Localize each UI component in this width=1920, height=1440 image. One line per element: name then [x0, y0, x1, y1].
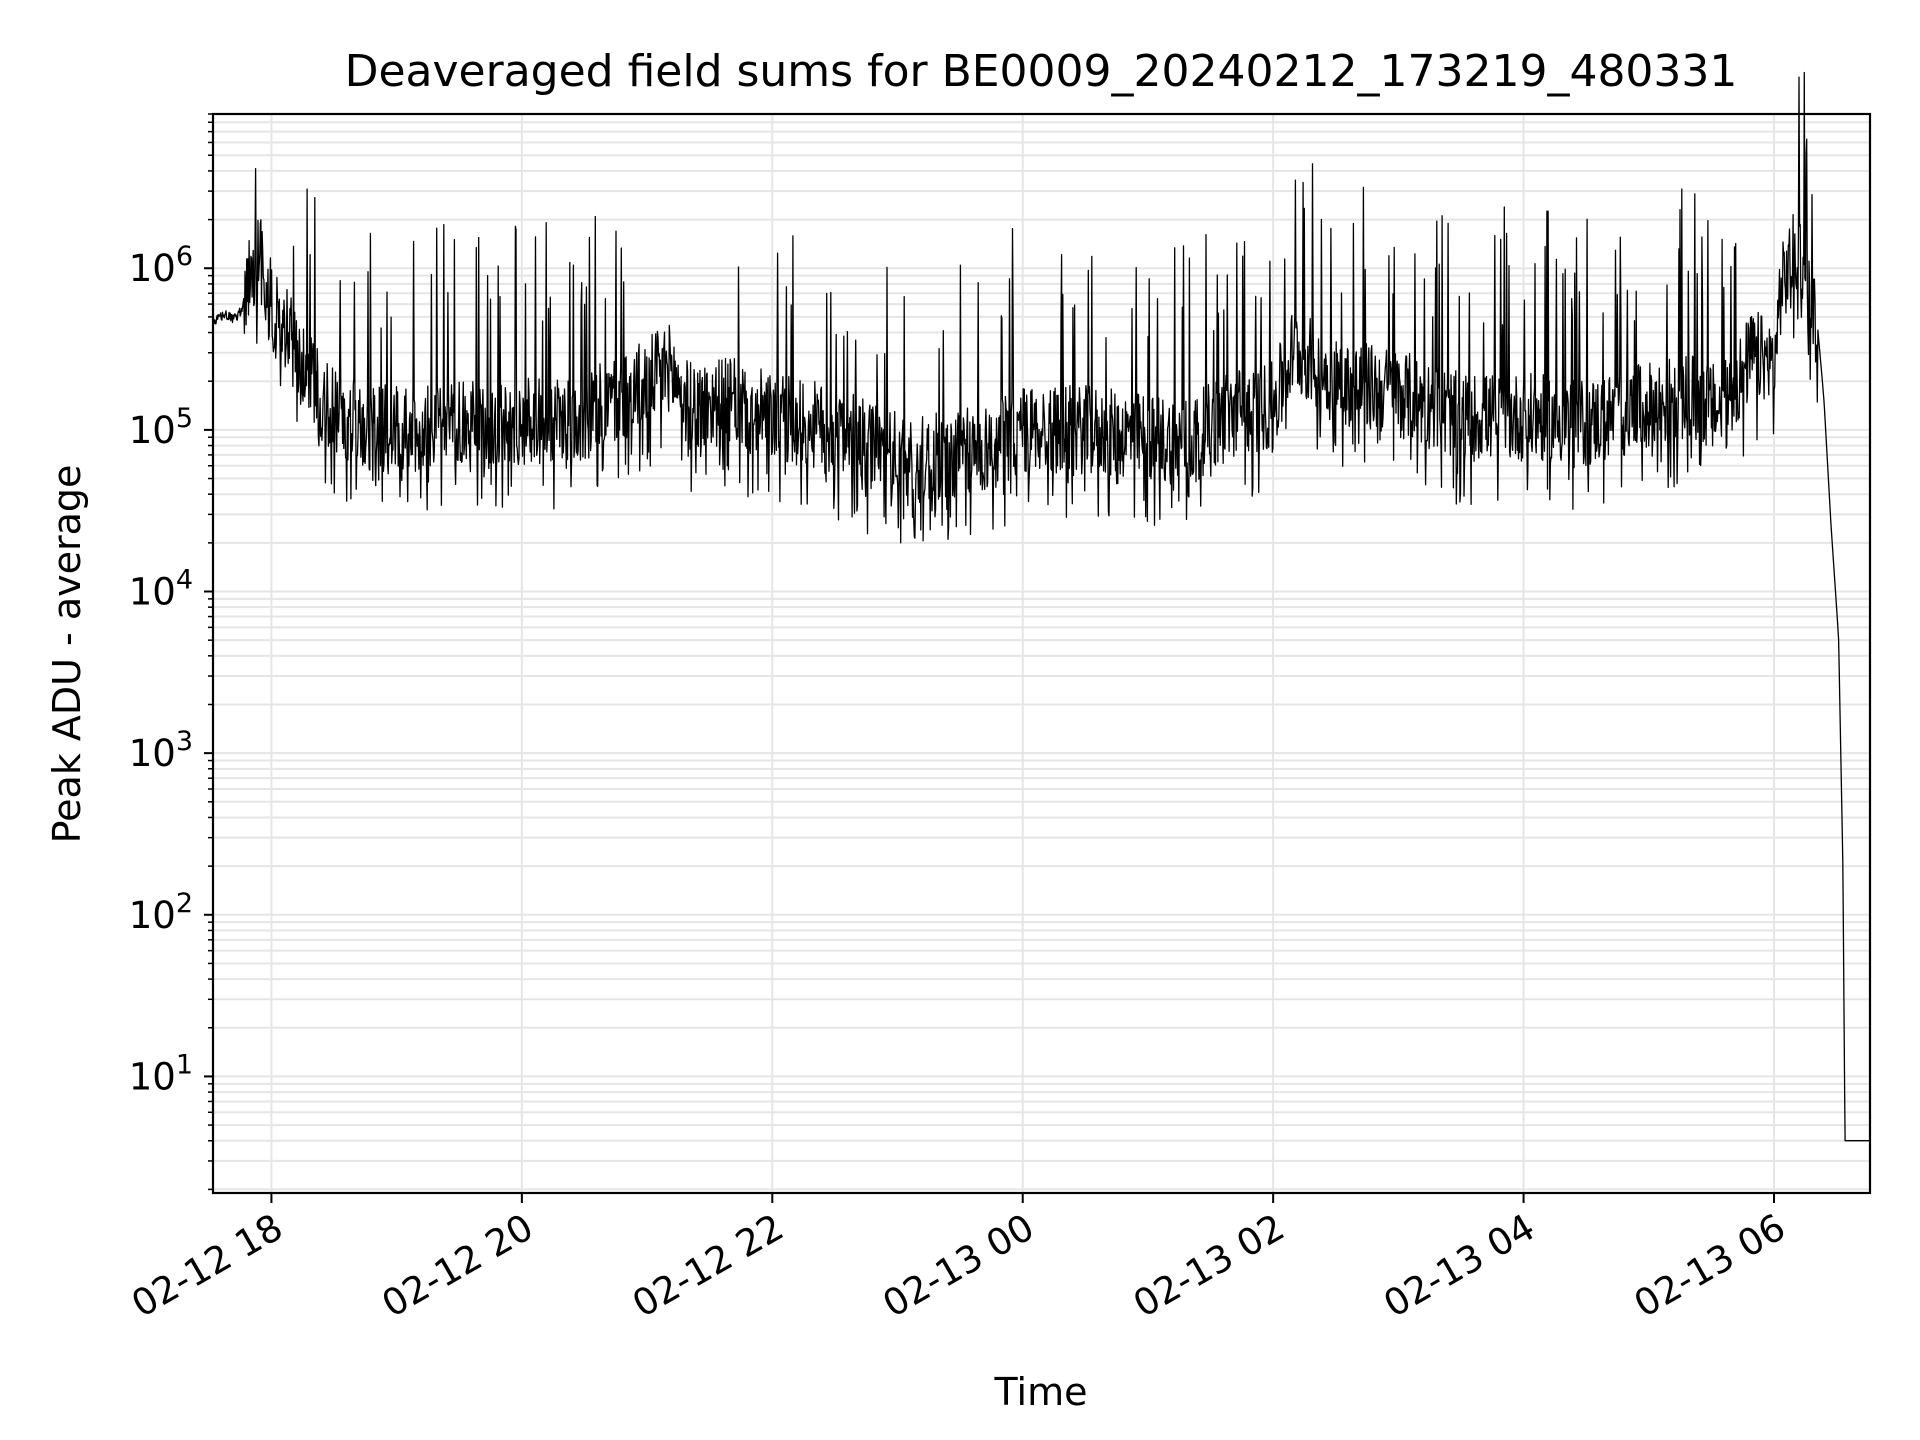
y-tick-exponent: 6: [176, 241, 193, 272]
grid-lines: [213, 113, 1870, 1193]
y-tick-exponent: 1: [176, 1049, 193, 1080]
x-axis-label: Time: [994, 1370, 1088, 1414]
y-tick-label: 101: [129, 1049, 193, 1098]
y-tick-exponent: 3: [176, 726, 193, 757]
y-tick-exponent: 2: [176, 888, 193, 919]
plot-frame: [211, 112, 1872, 1195]
y-tick-label: 104: [129, 565, 193, 614]
y-tick-base: 10: [129, 409, 176, 452]
y-tick-exponent: 5: [176, 403, 193, 434]
y-axis-label: Peak ADU - average: [45, 465, 89, 844]
y-tick-label: 105: [129, 403, 193, 452]
y-tick-base: 10: [129, 732, 176, 775]
y-tick-label: 102: [129, 888, 193, 937]
y-tick-label: 106: [129, 241, 193, 290]
y-tick-exponent: 4: [176, 565, 193, 596]
y-tick-base: 10: [129, 247, 176, 290]
y-tick-base: 10: [129, 894, 176, 937]
chart-title: Deaveraged field sums for BE0009_2024021…: [345, 46, 1738, 97]
y-tick-label: 103: [129, 726, 193, 775]
y-tick-base: 10: [129, 1055, 176, 1098]
series-line: [212, 71, 1871, 1142]
series-line-group: [212, 71, 1871, 1142]
y-tick-base: 10: [129, 571, 176, 614]
